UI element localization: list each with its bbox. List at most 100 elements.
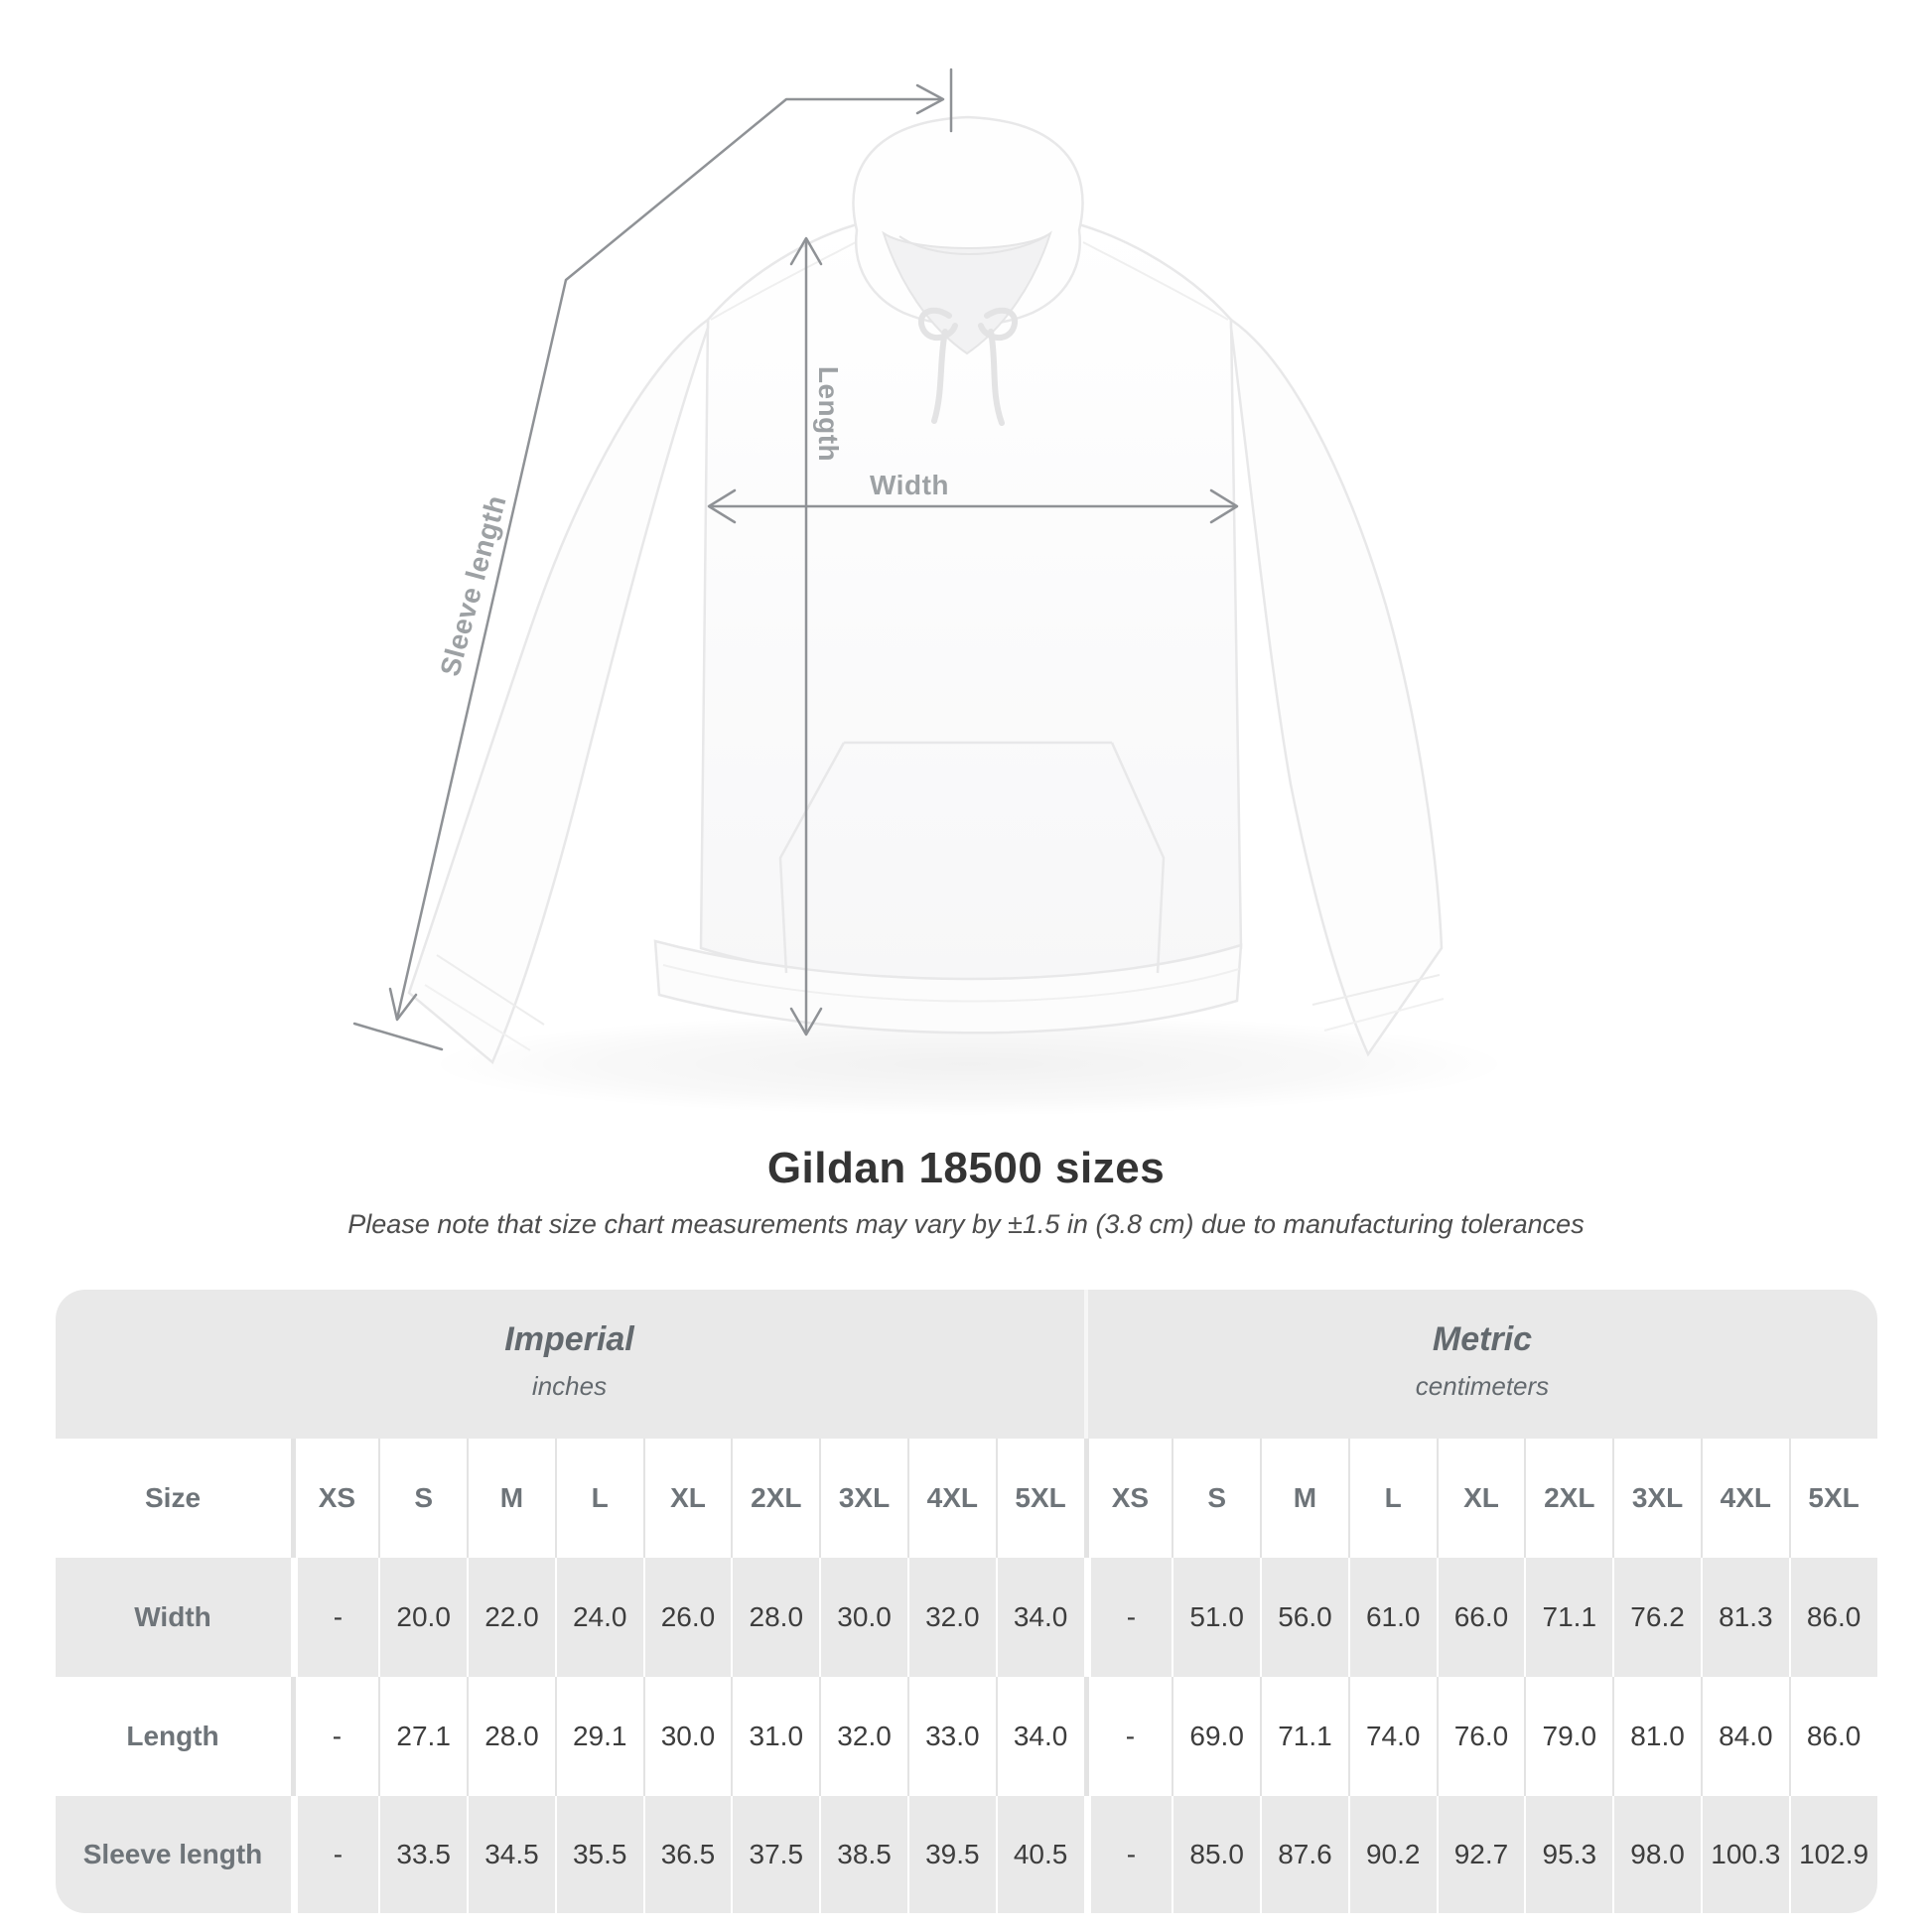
size-value-cell: 87.6 — [1260, 1796, 1348, 1913]
caption: Gildan 18500 sizes Please note that size… — [0, 1144, 1932, 1240]
size-value-cell: 24.0 — [554, 1558, 643, 1677]
size-header-imperial-xs: XS — [290, 1439, 379, 1558]
drawstrings — [918, 307, 1018, 426]
size-value-cell: 31.0 — [731, 1677, 820, 1796]
size-value-cell: 33.0 — [906, 1677, 996, 1796]
size-header-imperial-l: L — [554, 1439, 643, 1558]
size-value-cell: 51.0 — [1172, 1558, 1261, 1677]
size-value-cell: 29.1 — [554, 1677, 643, 1796]
row-label: Sleeve length — [55, 1796, 291, 1913]
left-sleeve — [407, 317, 710, 1065]
kangaroo-pocket — [778, 741, 1166, 974]
size-value-cell: 90.2 — [1347, 1796, 1437, 1913]
size-header-imperial-xl: XL — [642, 1439, 732, 1558]
row-label: Length — [55, 1677, 291, 1796]
row-label: Width — [55, 1558, 291, 1677]
size-value-cell: 66.0 — [1436, 1558, 1525, 1677]
size-header-metric-xl: XL — [1436, 1439, 1525, 1558]
size-value-cell: 27.1 — [378, 1677, 468, 1796]
size-value-cell: 81.3 — [1700, 1558, 1789, 1677]
width-label: Width — [870, 470, 949, 500]
size-header-metric-3xl: 3XL — [1612, 1439, 1701, 1558]
unit-group-name: Metric — [1432, 1320, 1533, 1358]
size-table: Imperial inches Metric centimeters Size XS S M L… — [55, 1290, 1877, 1913]
unit-group-unit: inches — [531, 1371, 608, 1401]
size-value-cell: 98.0 — [1612, 1796, 1701, 1913]
size-value-cell: - — [1083, 1677, 1173, 1796]
size-value-cell: 38.5 — [819, 1796, 907, 1913]
size-value-cell: 30.0 — [819, 1558, 907, 1677]
size-value-cell: 32.0 — [819, 1677, 907, 1796]
size-value-cell: 86.0 — [1788, 1558, 1877, 1677]
cuff-tick — [352, 1022, 444, 1051]
size-value-cell: 30.0 — [642, 1677, 732, 1796]
size-value-cell: 102.9 — [1788, 1796, 1877, 1913]
size-header-imperial-3xl: 3XL — [819, 1439, 907, 1558]
size-col-header: Size — [55, 1439, 291, 1558]
page-title: Gildan 18500 sizes — [766, 1144, 1166, 1192]
size-value-cell: 71.1 — [1260, 1677, 1348, 1796]
size-value-cell: 28.0 — [731, 1558, 820, 1677]
size-value-cell: 35.5 — [554, 1796, 643, 1913]
size-value-cell: - — [290, 1796, 379, 1913]
size-value-cell: 40.5 — [995, 1796, 1084, 1913]
size-value-cell: 100.3 — [1700, 1796, 1789, 1913]
size-value-cell: 85.0 — [1172, 1796, 1261, 1913]
size-value-cell: 36.5 — [642, 1796, 732, 1913]
size-value-cell: - — [290, 1558, 379, 1677]
hoodie-graphic — [407, 115, 1510, 1116]
size-value-cell: 56.0 — [1260, 1558, 1348, 1677]
size-header-metric-xs: XS — [1083, 1439, 1173, 1558]
size-value-cell: 34.0 — [995, 1677, 1084, 1796]
size-value-cell: 20.0 — [378, 1558, 468, 1677]
size-guide-figure: Sleeve length Length Width — [352, 68, 1510, 1116]
size-value-cell: 61.0 — [1347, 1558, 1437, 1677]
size-value-cell: 76.2 — [1612, 1558, 1701, 1677]
size-header-metric-2xl: 2XL — [1524, 1439, 1613, 1558]
size-value-cell: 95.3 — [1524, 1796, 1613, 1913]
size-header-imperial-4xl: 4XL — [906, 1439, 996, 1558]
unit-group-metric: Metric centimeters — [1083, 1290, 1877, 1439]
size-value-cell: 92.7 — [1436, 1796, 1525, 1913]
size-value-cell: 37.5 — [731, 1796, 820, 1913]
waistband — [653, 939, 1243, 1035]
size-value-cell: 86.0 — [1788, 1677, 1877, 1796]
size-value-cell: - — [290, 1677, 379, 1796]
size-header-metric-5xl: 5XL — [1788, 1439, 1877, 1558]
size-value-cell: 22.0 — [467, 1558, 555, 1677]
size-value-cell: 71.1 — [1524, 1558, 1613, 1677]
size-header-metric-m: M — [1260, 1439, 1348, 1558]
size-value-cell: 76.0 — [1436, 1677, 1525, 1796]
unit-group-unit: centimeters — [1415, 1371, 1550, 1401]
size-value-cell: 28.0 — [467, 1677, 555, 1796]
sleeve-length-arrow — [395, 97, 943, 1021]
hoodie-illustration — [352, 68, 1510, 1116]
size-value-cell: 81.0 — [1612, 1677, 1701, 1796]
size-header-metric-l: L — [1347, 1439, 1437, 1558]
hood-opening — [882, 230, 1052, 355]
size-value-cell: 34.0 — [995, 1558, 1084, 1677]
size-header-imperial-2xl: 2XL — [731, 1439, 820, 1558]
size-value-cell: 69.0 — [1172, 1677, 1261, 1796]
size-header-metric-s: S — [1172, 1439, 1261, 1558]
size-value-cell: 79.0 — [1524, 1677, 1613, 1796]
size-value-cell: 39.5 — [906, 1796, 996, 1913]
size-header-imperial-s: S — [378, 1439, 468, 1558]
tolerance-note: Please note that size chart measurements… — [347, 1209, 1585, 1239]
right-sleeve — [1229, 317, 1444, 1057]
size-value-cell: - — [1083, 1796, 1173, 1913]
soft-shadow — [428, 1013, 1510, 1116]
size-value-cell: 26.0 — [642, 1558, 732, 1677]
size-value-cell: 32.0 — [906, 1558, 996, 1677]
measurement-arrows — [352, 68, 1239, 1051]
size-value-cell: 34.5 — [467, 1796, 555, 1913]
size-value-cell: 74.0 — [1347, 1677, 1437, 1796]
size-value-cell: 33.5 — [378, 1796, 468, 1913]
size-header-metric-4xl: 4XL — [1700, 1439, 1789, 1558]
unit-group-imperial: Imperial inches — [55, 1290, 1084, 1439]
size-header-imperial-m: M — [467, 1439, 555, 1558]
length-label: Length — [813, 365, 844, 463]
size-value-cell: 84.0 — [1700, 1677, 1789, 1796]
unit-group-name: Imperial — [504, 1320, 634, 1358]
size-value-cell: - — [1083, 1558, 1173, 1677]
